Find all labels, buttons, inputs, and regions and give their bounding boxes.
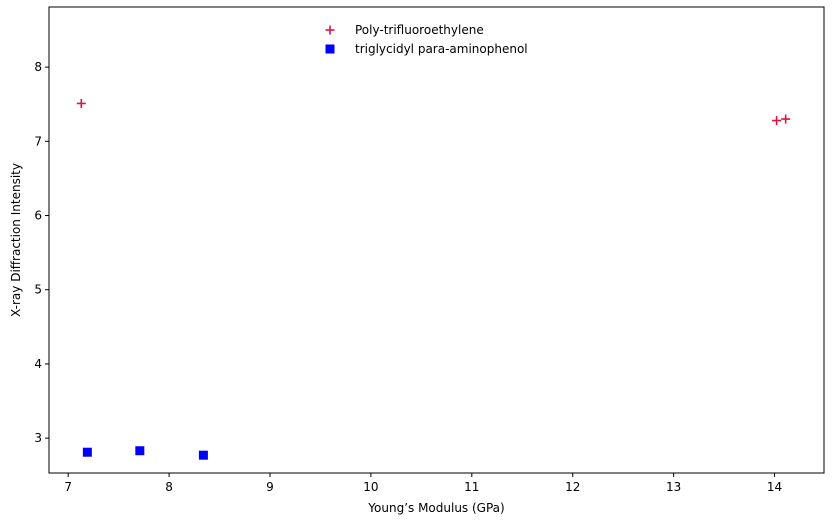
legend-label: Poly-trifluoroethylene bbox=[355, 23, 484, 37]
y-tick-label: 4 bbox=[34, 357, 42, 371]
poly-trifluoroethylene-point bbox=[772, 116, 782, 126]
plot-frame bbox=[48, 6, 825, 474]
plot-area bbox=[49, 7, 824, 473]
y-tick-label: 8 bbox=[34, 60, 42, 74]
y-tick-label: 6 bbox=[34, 209, 42, 223]
y-tick-label: 3 bbox=[34, 431, 42, 445]
poly-trifluoroethylene-point bbox=[76, 98, 86, 108]
y-tick-label: 5 bbox=[34, 283, 42, 297]
poly-trifluoroethylene-point bbox=[781, 114, 791, 124]
legend-label: triglycidyl para-aminophenol bbox=[355, 42, 528, 56]
x-tick-label: 9 bbox=[266, 480, 274, 494]
y-axis-label: X-ray Diffraction Intensity bbox=[9, 163, 23, 317]
triglycidyl-point bbox=[198, 450, 208, 460]
x-tick-label: 14 bbox=[767, 480, 782, 494]
triglycidyl-point bbox=[135, 446, 145, 456]
data-marks bbox=[76, 98, 791, 460]
x-tick-label: 13 bbox=[666, 480, 681, 494]
y-tick-label: 7 bbox=[34, 134, 42, 148]
x-tick-label: 10 bbox=[363, 480, 378, 494]
legend-marker bbox=[325, 44, 335, 54]
x-tick-label: 12 bbox=[565, 480, 580, 494]
triglycidyl-point bbox=[82, 447, 92, 457]
legend-marker bbox=[325, 25, 335, 35]
x-tick-label: 7 bbox=[64, 480, 72, 494]
x-tick-label: 8 bbox=[165, 480, 173, 494]
x-axis-label: Young’s Modulus (GPa) bbox=[367, 501, 504, 515]
legend: Poly-trifluoroethylene triglycidyl para-a… bbox=[325, 23, 528, 56]
x-tick-label: 11 bbox=[464, 480, 479, 494]
axes: 7 8 9 10 11 12 13 14 3 4 5 6 7 8 bbox=[34, 6, 825, 494]
